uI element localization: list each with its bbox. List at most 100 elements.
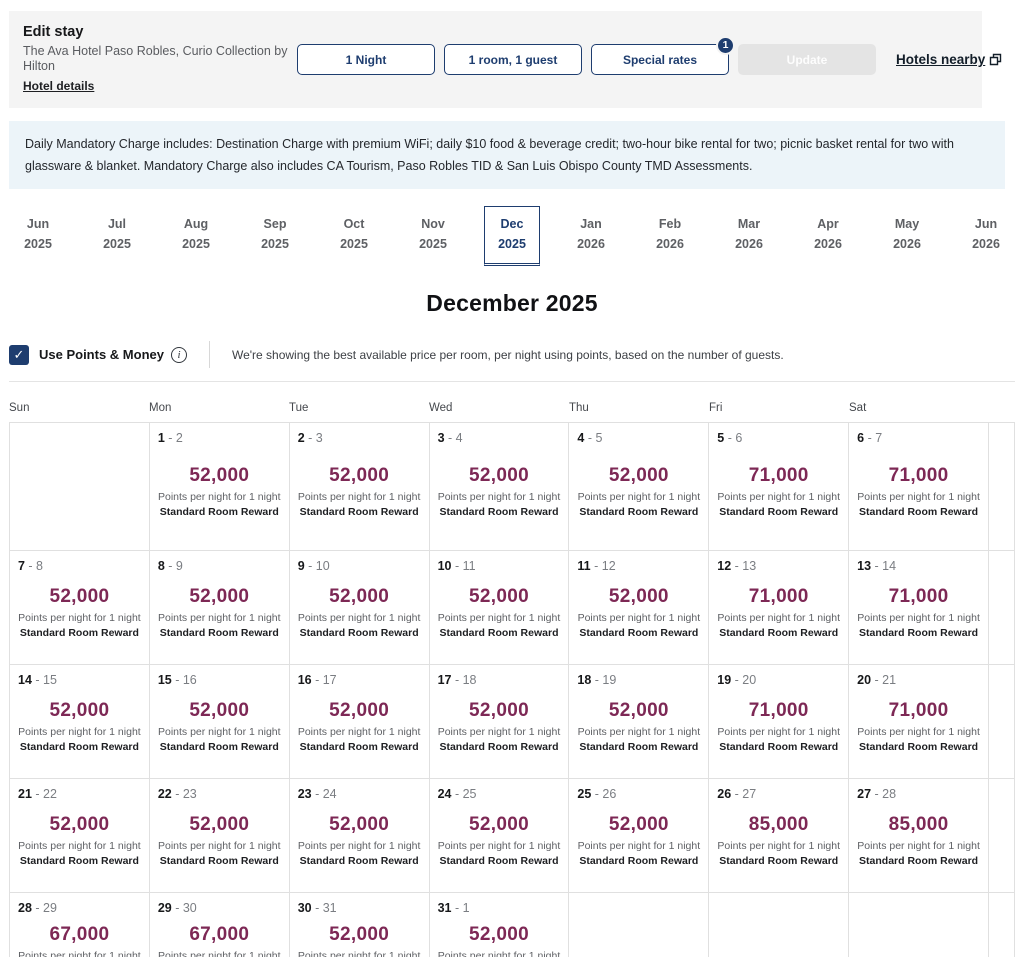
month-tab-feb-2026[interactable]: Feb 2026 <box>642 206 698 266</box>
hotels-nearby-link[interactable]: Hotels nearby <box>896 52 1002 67</box>
cell-date-start: 31 <box>437 901 452 915</box>
points-per-night-label: Points per night for 1 night <box>717 840 840 852</box>
calendar-day-cell[interactable]: 9 - 10 52,000 Points per night for 1 nig… <box>289 551 430 665</box>
calendar-day-cell[interactable]: 4 - 5 52,000 Points per night for 1 nigh… <box>569 423 710 551</box>
rate-name: Standard Room Reward <box>719 627 839 639</box>
calendar-day-cell[interactable]: 2 - 3 52,000 Points per night for 1 nigh… <box>289 423 430 551</box>
points-value: 52,000 <box>189 814 250 835</box>
calendar-day-cell[interactable]: 30 - 31 52,000 Points per night for 1 ni… <box>289 893 430 957</box>
points-value: 71,000 <box>748 465 809 486</box>
calendar-day-cell[interactable]: 10 - 11 52,000 Points per night for 1 ni… <box>429 551 570 665</box>
points-per-night-label: Points per night for 1 night <box>857 840 980 852</box>
points-per-night-label: Points per night for 1 night <box>297 950 421 957</box>
points-per-night-label: Points per night for 1 night <box>717 491 840 503</box>
month-tab-aug-2025[interactable]: Aug 2025 <box>168 206 224 266</box>
month-tab-jan-2026[interactable]: Jan 2026 <box>563 206 619 266</box>
calendar-day-cell[interactable]: 22 - 23 52,000 Points per night for 1 ni… <box>149 779 290 893</box>
calendar-day-cell[interactable]: 7 - 8 52,000 Points per night for 1 nigh… <box>10 551 150 665</box>
calendar-day-cell[interactable]: 15 - 16 52,000 Points per night for 1 ni… <box>149 665 290 779</box>
cell-date-end: - 4 <box>444 431 463 445</box>
month-tab-dec-2025[interactable]: Dec 2025 <box>484 206 540 266</box>
points-value: 52,000 <box>189 465 250 486</box>
month-tab-mar-2026[interactable]: Mar 2026 <box>721 206 777 266</box>
points-per-night-label: Points per night for 1 night <box>437 491 561 503</box>
hotels-nearby-label: Hotels nearby <box>896 52 986 67</box>
special-rates-button[interactable]: Special rates 1 <box>591 36 735 75</box>
calendar-day-cell[interactable]: 13 - 14 71,000 Points per night for 1 ni… <box>849 551 989 665</box>
calendar-day-cell[interactable]: 28 - 29 67,000 Points per night for 1 ni… <box>10 893 150 957</box>
calendar-day-cell[interactable]: 26 - 27 85,000 Points per night for 1 ni… <box>709 779 850 893</box>
calendar-day-cell[interactable]: 11 - 12 52,000 Points per night for 1 ni… <box>569 551 710 665</box>
month-tab-may-2026[interactable]: May 2026 <box>879 206 935 266</box>
day-header-fri: Fri <box>709 402 723 414</box>
calendar-day-cell[interactable]: 16 - 17 52,000 Points per night for 1 ni… <box>289 665 430 779</box>
update-button[interactable]: Update <box>738 44 876 75</box>
cell-date-start: 18 <box>577 673 592 687</box>
calendar-day-cell[interactable]: 27 - 28 85,000 Points per night for 1 ni… <box>849 779 989 893</box>
cell-points-block: 67,000 Points per night for 1 night Stan… <box>158 924 281 957</box>
month-tab-year: 2026 <box>735 237 763 251</box>
cell-date-start: 16 <box>297 673 312 687</box>
cell-date-start: 25 <box>577 787 592 801</box>
calendar-day-cell[interactable]: 17 - 18 52,000 Points per night for 1 ni… <box>429 665 570 779</box>
month-tab-oct-2025[interactable]: Oct 2025 <box>326 206 382 266</box>
cell-date-range: 24 - 25 <box>438 787 561 801</box>
calendar-day-cell[interactable]: 1 - 2 52,000 Points per night for 1 nigh… <box>149 423 290 551</box>
calendar-day-cell[interactable]: 5 - 6 71,000 Points per night for 1 nigh… <box>709 423 850 551</box>
cell-date-range: 19 - 20 <box>717 673 840 687</box>
points-value: 52,000 <box>49 586 110 607</box>
month-tab-nov-2025[interactable]: Nov 2025 <box>405 206 461 266</box>
info-icon[interactable]: i <box>170 346 187 363</box>
cell-date-end: - 14 <box>871 559 897 573</box>
points-value: 52,000 <box>329 924 390 945</box>
vertical-divider <box>208 341 210 368</box>
hotel-details-link[interactable]: Hotel details <box>23 79 95 93</box>
rate-name: Standard Room Reward <box>719 855 839 867</box>
rate-name: Standard Room Reward <box>859 627 979 639</box>
points-value: 52,000 <box>608 586 669 607</box>
cell-date-range: 14 - 15 <box>18 673 141 687</box>
calendar-day-cell[interactable]: 8 - 9 52,000 Points per night for 1 nigh… <box>149 551 290 665</box>
calendar-day-cell[interactable]: 23 - 24 52,000 Points per night for 1 ni… <box>289 779 430 893</box>
day-header-thu: Thu <box>569 402 589 414</box>
calendar-day-cell[interactable]: 3 - 4 52,000 Points per night for 1 nigh… <box>429 423 570 551</box>
month-tab-apr-2026[interactable]: Apr 2026 <box>800 206 856 266</box>
calendar-day-cell[interactable]: 20 - 21 71,000 Points per night for 1 ni… <box>849 665 989 779</box>
calendar-day-cell <box>849 893 989 957</box>
cell-date-start: 11 <box>577 559 591 573</box>
calendar-day-cell[interactable]: 6 - 7 71,000 Points per night for 1 nigh… <box>849 423 989 551</box>
month-tab-jun-2026[interactable]: Jun 2026 <box>958 206 1014 266</box>
cell-date-start: 3 <box>437 431 445 445</box>
calendar-day-cell[interactable]: 24 - 25 52,000 Points per night for 1 ni… <box>429 779 570 893</box>
use-points-checkbox[interactable]: ✓ <box>9 344 29 365</box>
calendar-day-cell[interactable]: 21 - 22 52,000 Points per night for 1 ni… <box>10 779 150 893</box>
cell-points-block: 67,000 Points per night for 1 night Stan… <box>18 924 141 957</box>
cell-date-end: - 19 <box>591 673 617 687</box>
calendar-day-cell[interactable]: 19 - 20 71,000 Points per night for 1 ni… <box>709 665 850 779</box>
nights-button[interactable]: 1 Night <box>297 44 435 75</box>
month-tab-sep-2025[interactable]: Sep 2025 <box>247 206 303 266</box>
month-tab-jun-2025[interactable]: Jun 2025 <box>10 206 66 266</box>
cell-date-start: 22 <box>157 787 172 801</box>
month-tab-month: Jan <box>580 217 602 231</box>
points-per-night-label: Points per night for 1 night <box>157 840 281 852</box>
calendar-day-cell[interactable]: 14 - 15 52,000 Points per night for 1 ni… <box>10 665 150 779</box>
points-per-night-label: Points per night for 1 night <box>157 491 281 503</box>
calendar-day-cell[interactable]: 29 - 30 67,000 Points per night for 1 ni… <box>149 893 290 957</box>
calendar-day-cell <box>10 423 150 551</box>
calendar-day-cell[interactable]: 31 - 1 52,000 Points per night for 1 nig… <box>429 893 570 957</box>
cell-date-range: 20 - 21 <box>857 673 980 687</box>
rate-name: Standard Room Reward <box>19 855 139 867</box>
cell-points-block: 52,000 Points per night for 1 night Stan… <box>158 700 281 757</box>
occupancy-button[interactable]: 1 room, 1 guest <box>444 44 582 75</box>
calendar-day-cell[interactable]: 18 - 19 52,000 Points per night for 1 ni… <box>569 665 710 779</box>
cell-date-start: 21 <box>18 787 32 801</box>
cell-date-start: 9 <box>297 559 305 573</box>
rate-name: Standard Room Reward <box>299 627 419 639</box>
cell-date-start: 17 <box>437 673 452 687</box>
calendar-day-cell[interactable]: 12 - 13 71,000 Points per night for 1 ni… <box>709 551 850 665</box>
calendar-day-cell[interactable]: 25 - 26 52,000 Points per night for 1 ni… <box>569 779 710 893</box>
cell-points-block: 52,000 Points per night for 1 night Stan… <box>158 586 281 643</box>
rate-name: Standard Room Reward <box>579 627 699 639</box>
month-tab-jul-2025[interactable]: Jul 2025 <box>89 206 145 266</box>
